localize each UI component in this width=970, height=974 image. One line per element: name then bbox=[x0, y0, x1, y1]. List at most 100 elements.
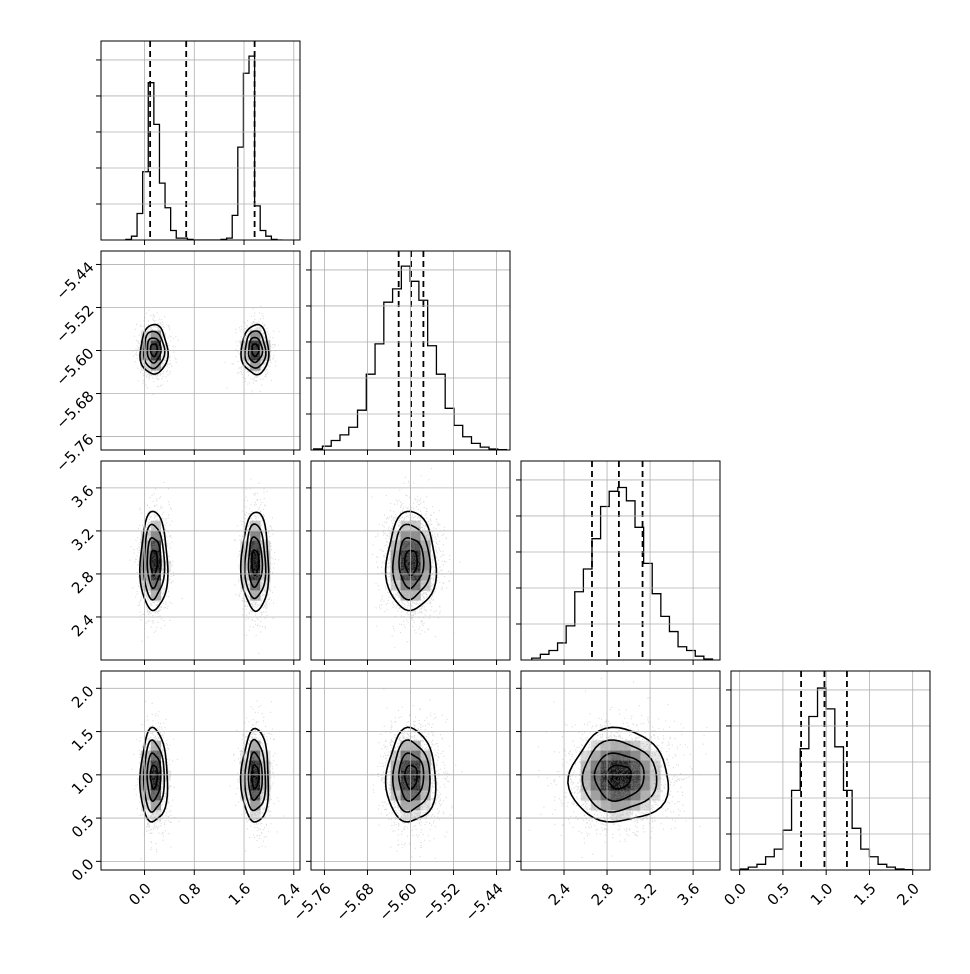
density-cell bbox=[150, 360, 161, 371]
density-cell bbox=[410, 550, 421, 561]
density-cell bbox=[420, 550, 431, 561]
density-cell bbox=[610, 800, 621, 811]
density-cell bbox=[390, 770, 401, 781]
density-cell bbox=[620, 760, 631, 771]
x-tick-label-4: 1.0 bbox=[807, 880, 837, 910]
axes-frame-4-3 bbox=[520, 670, 721, 871]
density-cell bbox=[140, 350, 152, 361]
x-tick-label-4: 0.5 bbox=[764, 880, 794, 910]
contour-2-1 bbox=[243, 330, 267, 369]
x-tick-label-3: 3.2 bbox=[631, 880, 661, 910]
density-cell bbox=[410, 520, 421, 531]
density-cell bbox=[390, 780, 401, 791]
x-tick-label-2: −5.44 bbox=[462, 880, 507, 925]
density-cell bbox=[140, 780, 152, 791]
contour-3-1 bbox=[251, 549, 260, 576]
density-cell bbox=[600, 760, 611, 771]
density-cell bbox=[410, 740, 421, 751]
histogram-layer bbox=[125, 41, 914, 870]
sample-points-layer bbox=[129, 305, 708, 860]
density-cell bbox=[250, 580, 261, 591]
contour-3-1 bbox=[247, 536, 264, 589]
axes-frame-4-4 bbox=[730, 670, 931, 871]
density-cell bbox=[140, 800, 152, 811]
density-cell bbox=[400, 810, 411, 821]
density-cell bbox=[250, 740, 261, 751]
density-cell bbox=[390, 570, 401, 581]
density-cell bbox=[590, 740, 601, 751]
density-cell bbox=[400, 520, 411, 531]
contour-4-1 bbox=[243, 738, 267, 812]
x-tick-label-2: −5.60 bbox=[376, 880, 421, 925]
contour-2-1 bbox=[146, 337, 162, 364]
y-tick-label-2: −5.44 bbox=[52, 258, 97, 303]
density-cell bbox=[390, 550, 401, 561]
contour-4-1 bbox=[250, 763, 260, 790]
contour-4-3 bbox=[567, 726, 670, 823]
density-cell bbox=[610, 780, 621, 791]
density-cell bbox=[250, 360, 261, 371]
density-cell bbox=[630, 740, 641, 751]
density-cell bbox=[410, 760, 421, 771]
density-cell bbox=[620, 790, 631, 801]
x-tick-label-2: −5.68 bbox=[333, 880, 378, 925]
density-cell bbox=[610, 740, 621, 751]
density-cell bbox=[580, 790, 591, 801]
density-cell bbox=[140, 570, 152, 581]
ticks-layer: 0.0 0.8 1.6 2.4−5.76−5.68−5.60−5.52−5.44 2.4… bbox=[52, 59, 923, 925]
grid-layer bbox=[101, 41, 930, 870]
axes-frame-3-1 bbox=[100, 460, 301, 661]
density-cell bbox=[400, 530, 411, 541]
contour-3-1 bbox=[243, 523, 267, 600]
density-cell bbox=[590, 760, 601, 771]
density-cell bbox=[250, 790, 261, 801]
x-tick-label-3: 3.6 bbox=[674, 880, 704, 910]
density-cell bbox=[150, 560, 161, 571]
density-cell bbox=[140, 360, 152, 371]
contour-3-1 bbox=[239, 511, 270, 613]
density-cell bbox=[630, 790, 641, 801]
density-cell bbox=[400, 760, 411, 771]
contour-layer bbox=[138, 323, 670, 823]
axes-frame-3-3 bbox=[520, 460, 721, 661]
density-cell bbox=[600, 780, 611, 791]
density-cell bbox=[640, 800, 651, 811]
density-cell bbox=[240, 750, 251, 761]
density-cell bbox=[400, 800, 411, 811]
density-cell bbox=[600, 800, 611, 811]
density-cell bbox=[250, 530, 261, 541]
density-cell bbox=[390, 560, 401, 571]
density-cell bbox=[630, 760, 641, 771]
contour-3-1 bbox=[149, 549, 158, 577]
density-cell bbox=[250, 540, 261, 551]
y-tick-label-4: 1.5 bbox=[68, 725, 98, 755]
density-cell bbox=[250, 550, 261, 561]
density-cell bbox=[420, 800, 431, 811]
y-tick-label-4: 2.0 bbox=[68, 682, 98, 712]
density-cell bbox=[410, 770, 421, 781]
density-cell bbox=[610, 810, 621, 821]
x-tick-label-4: 2.0 bbox=[893, 880, 923, 910]
density-cell bbox=[250, 590, 261, 601]
contour-3-2 bbox=[384, 510, 438, 612]
density-cell bbox=[260, 750, 271, 761]
y-tick-label-2: −5.60 bbox=[52, 344, 97, 389]
density-cell bbox=[630, 770, 641, 781]
density-cell bbox=[640, 780, 651, 791]
density-cell bbox=[150, 740, 161, 751]
density-cell bbox=[250, 330, 261, 341]
density-cell bbox=[250, 810, 261, 821]
density-cell bbox=[640, 790, 651, 801]
density-cell bbox=[150, 570, 161, 581]
x-tick-label-3: 2.4 bbox=[545, 880, 575, 910]
density-cell bbox=[250, 750, 261, 761]
contour-2-1 bbox=[149, 343, 159, 358]
density-cell bbox=[240, 580, 251, 591]
density-cell bbox=[400, 740, 411, 751]
density-cell bbox=[420, 770, 431, 781]
density-cell bbox=[410, 810, 421, 821]
density-cell bbox=[390, 760, 401, 771]
density-cell bbox=[250, 340, 261, 351]
density-cell bbox=[400, 750, 411, 761]
